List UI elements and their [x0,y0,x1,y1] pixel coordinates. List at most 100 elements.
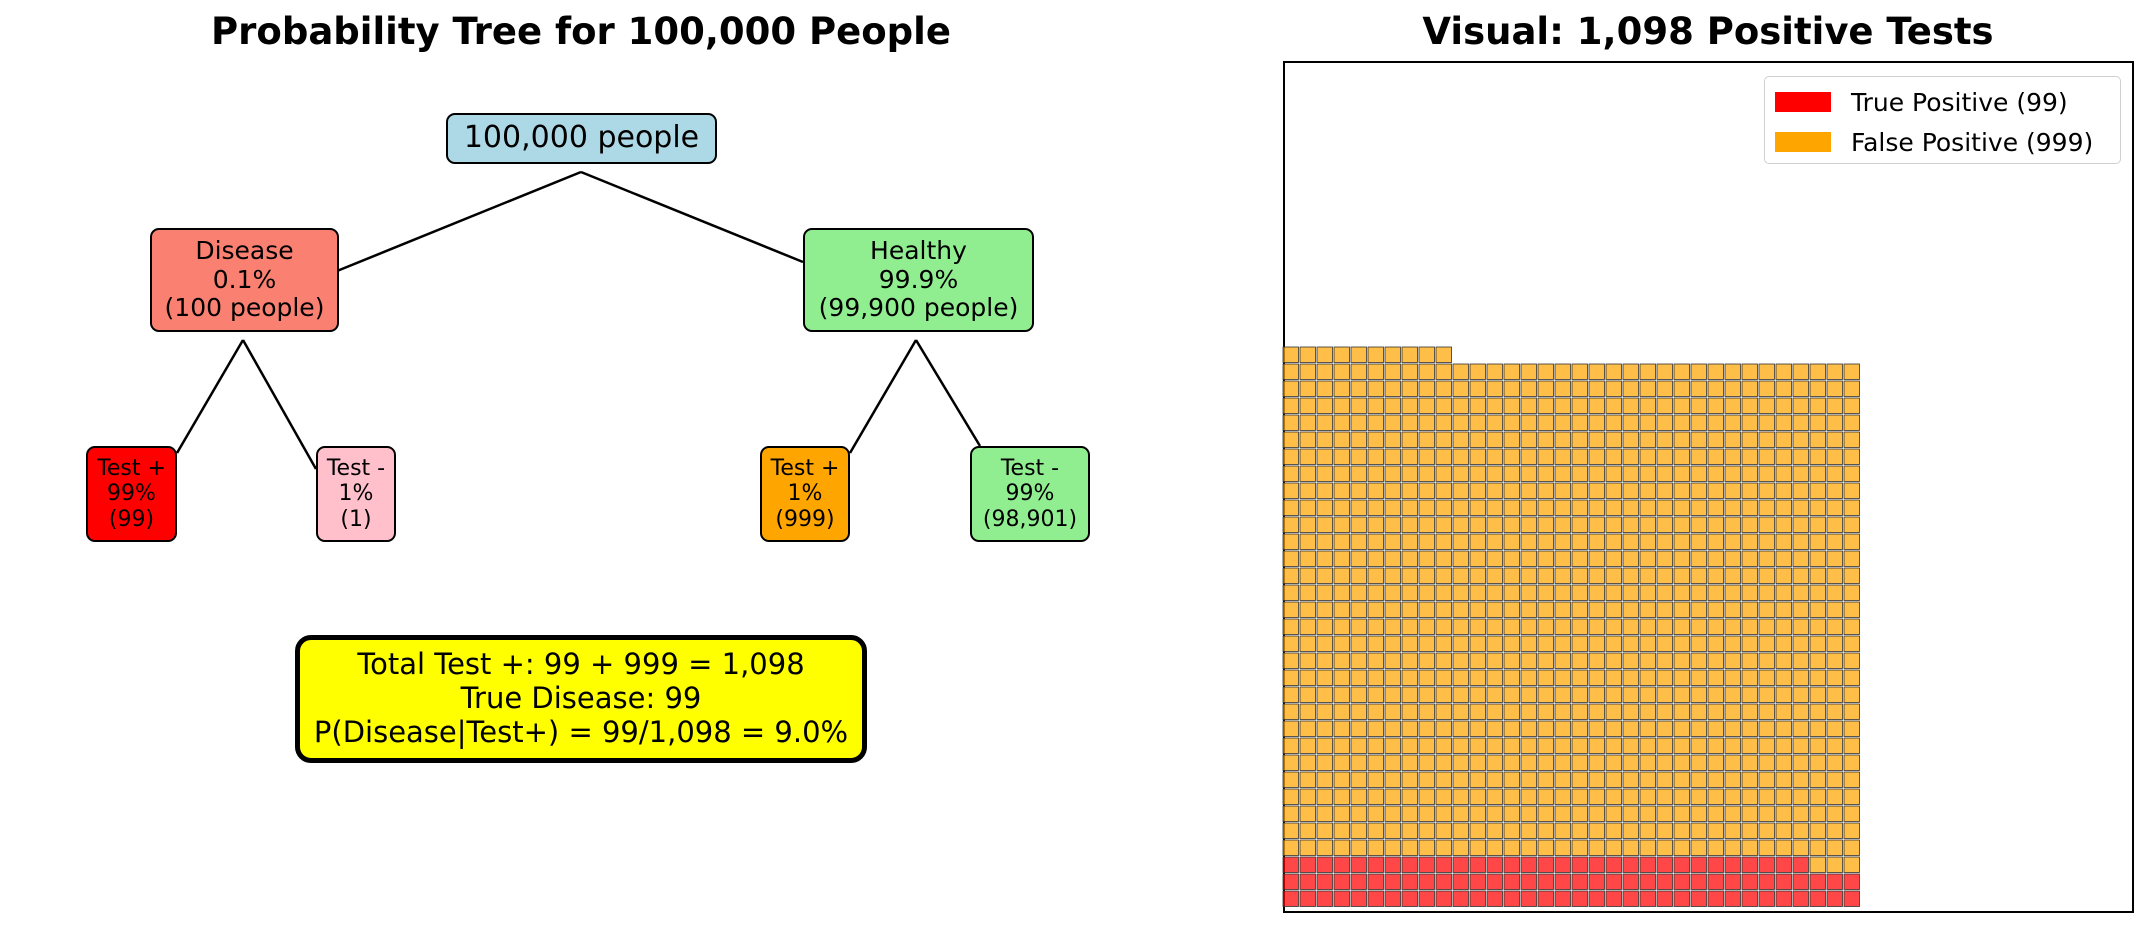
false-positive-cell [1707,703,1724,720]
true-positive-cell [1622,873,1639,890]
false-positive-cell [1333,737,1350,754]
false-positive-cell [1333,686,1350,703]
false-positive-cell [1673,618,1690,635]
false-positive-cell [1452,567,1469,584]
false-positive-cell [1639,703,1656,720]
true-positive-cell [1452,856,1469,873]
true-positive-cell [1554,856,1571,873]
true-positive-cell [1401,856,1418,873]
false-positive-cell [1282,618,1299,635]
false-positive-cell [1588,703,1605,720]
false-positive-cell [1486,482,1503,499]
false-positive-cell [1707,448,1724,465]
false-positive-cell [1452,431,1469,448]
false-positive-cell [1350,754,1367,771]
false-positive-cell [1656,516,1673,533]
false-positive-cell [1826,397,1843,414]
false-positive-cell [1775,822,1792,839]
false-positive-cell [1384,618,1401,635]
false-positive-cell [1826,652,1843,669]
false-positive-cell [1486,822,1503,839]
false-positive-cell [1282,822,1299,839]
true-positive-cell [1350,890,1367,907]
false-positive-cell [1690,805,1707,822]
false-positive-cell [1520,482,1537,499]
false-positive-cell [1571,482,1588,499]
false-positive-cell [1741,669,1758,686]
disease-test-positive-line-2: 99% [107,481,156,507]
false-positive-cell [1418,652,1435,669]
false-positive-cell [1605,465,1622,482]
false-positive-cell [1809,856,1826,873]
false-positive-cell [1384,703,1401,720]
false-positive-cell [1758,567,1775,584]
false-positive-cell [1350,380,1367,397]
false-positive-cell [1452,618,1469,635]
false-positive-cell [1554,363,1571,380]
false-positive-cell [1554,533,1571,550]
false-positive-cell [1741,652,1758,669]
false-positive-cell [1775,448,1792,465]
false-positive-cell [1656,635,1673,652]
true-positive-cell [1503,856,1520,873]
false-positive-cell [1741,720,1758,737]
false-positive-cell [1469,414,1486,431]
false-positive-cell [1520,363,1537,380]
false-positive-cell [1639,431,1656,448]
false-positive-cell [1707,482,1724,499]
false-positive-cell [1707,771,1724,788]
false-positive-cell [1656,380,1673,397]
false-positive-cell [1554,754,1571,771]
false-positive-cell [1503,397,1520,414]
false-positive-cell [1452,397,1469,414]
false-positive-cell [1469,652,1486,669]
true-positive-cell [1537,873,1554,890]
false-positive-cell [1622,380,1639,397]
false-positive-cell [1588,822,1605,839]
false-positive-cell [1418,737,1435,754]
false-positive-cell [1384,465,1401,482]
false-positive-cell [1350,737,1367,754]
false-positive-cell [1690,516,1707,533]
false-positive-cell [1843,754,1860,771]
false-positive-cell [1282,516,1299,533]
false-positive-cell [1299,686,1316,703]
false-positive-cell [1418,346,1435,363]
false-positive-cell [1401,839,1418,856]
true-positive-cell [1622,890,1639,907]
healthy-test-negative-line-3: (98,901) [982,506,1078,532]
false-positive-cell [1367,771,1384,788]
false-positive-cell [1384,669,1401,686]
false-positive-cell [1367,669,1384,686]
false-positive-cell [1843,550,1860,567]
false-positive-cell [1486,533,1503,550]
false-positive-cell [1826,567,1843,584]
false-positive-cell [1435,465,1452,482]
false-positive-cell [1690,448,1707,465]
false-positive-cell [1690,397,1707,414]
summary-line-probability: P(Disease|Test+) = 99/1,098 = 9.0% [313,714,849,749]
false-positive-cell [1792,635,1809,652]
false-positive-cell [1401,431,1418,448]
false-positive-cell [1469,822,1486,839]
false-positive-cell [1367,788,1384,805]
false-positive-cell [1639,601,1656,618]
false-positive-cell [1350,703,1367,720]
false-positive-cell [1537,669,1554,686]
false-positive-cell [1435,754,1452,771]
false-positive-cell [1588,839,1605,856]
false-positive-cell [1537,550,1554,567]
false-positive-cell [1843,380,1860,397]
true-positive-cell [1775,873,1792,890]
false-positive-cell [1520,652,1537,669]
false-positive-cell [1724,737,1741,754]
false-positive-cell [1537,720,1554,737]
false-positive-cell [1707,499,1724,516]
false-positive-cell [1588,482,1605,499]
false-positive-cell [1826,380,1843,397]
false-positive-cell [1843,601,1860,618]
false-positive-cell [1741,465,1758,482]
false-positive-cell [1384,635,1401,652]
false-positive-cell [1639,652,1656,669]
false-positive-cell [1571,635,1588,652]
